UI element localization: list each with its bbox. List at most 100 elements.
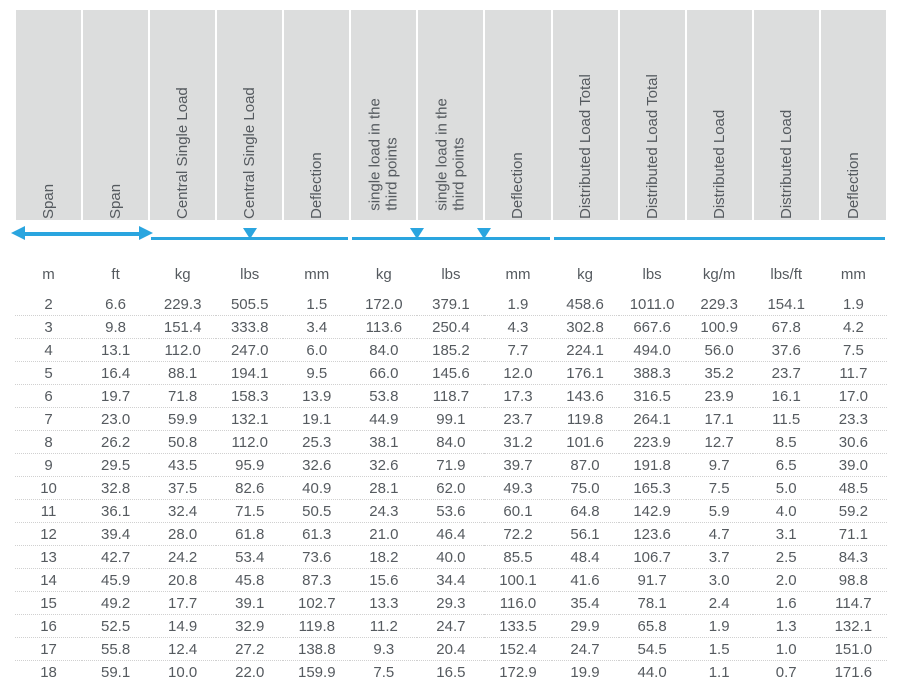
cell-third_defl: 116.0 [484, 592, 551, 615]
cell-third_defl: 4.3 [484, 316, 551, 339]
cell-third_defl: 152.4 [484, 638, 551, 661]
cell-span_ft: 45.9 [82, 569, 149, 592]
cell-csl_lbs: 27.2 [216, 638, 283, 661]
table-row: 1549.217.739.1102.713.329.3116.035.478.1… [15, 592, 887, 615]
cell-third_defl: 1.9 [484, 293, 551, 316]
cell-dl_kgm: 100.9 [686, 316, 753, 339]
table-row: 516.488.1194.19.566.0145.612.0176.1388.3… [15, 362, 887, 385]
cell-third_defl: 85.5 [484, 546, 551, 569]
cell-third_defl: 23.7 [484, 408, 551, 431]
cell-span_m: 18 [15, 661, 82, 684]
cell-third_kg: 28.1 [350, 477, 417, 500]
cell-dlt_lbs: 106.7 [619, 546, 686, 569]
cell-span_m: 8 [15, 431, 82, 454]
cell-third_defl: 39.7 [484, 454, 551, 477]
load-marker-row [15, 221, 887, 250]
table-row: 413.1112.0247.06.084.0185.27.7224.1494.0… [15, 339, 887, 362]
cell-third_lbs: 40.0 [417, 546, 484, 569]
load-marker-group-3 [552, 221, 888, 250]
column-header-label: Distributed Load Total [644, 204, 661, 219]
column-header-label: Span [40, 204, 57, 219]
unit-span_m: m [15, 250, 82, 293]
cell-span_ft: 26.2 [82, 431, 149, 454]
cell-span_m: 11 [15, 500, 82, 523]
cell-span_ft: 39.4 [82, 523, 149, 546]
column-header-label: single load in thethird points [367, 195, 402, 210]
load-marker-group-2 [350, 221, 551, 250]
cell-csl_kg: 59.9 [149, 408, 216, 431]
cell-csl_defl: 50.5 [283, 500, 350, 523]
cell-dl_kgm: 5.9 [686, 500, 753, 523]
cell-dl_lbsft: 1.6 [753, 592, 820, 615]
cell-third_kg: 11.2 [350, 615, 417, 638]
cell-csl_lbs: 194.1 [216, 362, 283, 385]
units-row: mftkglbsmmkglbsmmkglbskg/mlbs/ftmm [15, 250, 887, 293]
unit-dl_kgm: kg/m [686, 250, 753, 293]
unit-csl_kg: kg [149, 250, 216, 293]
cell-third_kg: 13.3 [350, 592, 417, 615]
cell-span_m: 9 [15, 454, 82, 477]
table-row: 39.8151.4333.83.4113.6250.44.3302.8667.6… [15, 316, 887, 339]
cell-csl_defl: 1.5 [283, 293, 350, 316]
cell-csl_lbs: 61.8 [216, 523, 283, 546]
column-header-label: single load in thethird points [434, 195, 469, 210]
cell-dl_lbsft: 0.7 [753, 661, 820, 684]
cell-third_kg: 84.0 [350, 339, 417, 362]
cell-span_m: 15 [15, 592, 82, 615]
table-row: 1445.920.845.887.315.634.4100.141.691.73… [15, 569, 887, 592]
cell-dlt_lbs: 191.8 [619, 454, 686, 477]
cell-third_defl: 31.2 [484, 431, 551, 454]
column-header-dl_kgm: Distributed Load [686, 9, 753, 221]
cell-dl_defl: 11.7 [820, 362, 887, 385]
table-row: 26.6229.3505.51.5172.0379.11.9458.61011.… [15, 293, 887, 316]
column-header-third_kg: single load in thethird points [350, 9, 417, 221]
cell-dlt_lbs: 91.7 [619, 569, 686, 592]
cell-span_ft: 52.5 [82, 615, 149, 638]
cell-csl_lbs: 32.9 [216, 615, 283, 638]
cell-dl_kgm: 1.1 [686, 661, 753, 684]
load-table: SpanSpanCentral Single LoadCentral Singl… [0, 0, 902, 695]
cell-dl_kgm: 9.7 [686, 454, 753, 477]
cell-dl_lbsft: 1.3 [753, 615, 820, 638]
column-header-label: Distributed Load [778, 204, 795, 219]
cell-csl_lbs: 95.9 [216, 454, 283, 477]
cell-dlt_kg: 176.1 [552, 362, 619, 385]
unit-third_kg: kg [350, 250, 417, 293]
column-header-dl_defl: Deflection [820, 9, 887, 221]
cell-dl_kgm: 7.5 [686, 477, 753, 500]
cell-span_ft: 59.1 [82, 661, 149, 684]
cell-dl_defl: 1.9 [820, 293, 887, 316]
cell-csl_defl: 159.9 [283, 661, 350, 684]
cell-third_kg: 24.3 [350, 500, 417, 523]
cell-dl_lbsft: 23.7 [753, 362, 820, 385]
cell-third_lbs: 53.6 [417, 500, 484, 523]
cell-dl_kgm: 3.7 [686, 546, 753, 569]
cell-dl_lbsft: 5.0 [753, 477, 820, 500]
cell-third_defl: 100.1 [484, 569, 551, 592]
cell-third_lbs: 118.7 [417, 385, 484, 408]
cell-csl_defl: 102.7 [283, 592, 350, 615]
column-header-label: Deflection [845, 204, 862, 219]
load-table-grid: SpanSpanCentral Single LoadCentral Singl… [14, 8, 888, 683]
cell-third_defl: 172.9 [484, 661, 551, 684]
cell-span_ft: 55.8 [82, 638, 149, 661]
cell-span_m: 16 [15, 615, 82, 638]
cell-csl_lbs: 132.1 [216, 408, 283, 431]
cell-csl_kg: 43.5 [149, 454, 216, 477]
cell-csl_kg: 50.8 [149, 431, 216, 454]
cell-dl_kgm: 3.0 [686, 569, 753, 592]
cell-span_ft: 29.5 [82, 454, 149, 477]
cell-dlt_kg: 41.6 [552, 569, 619, 592]
unit-span_ft: ft [82, 250, 149, 293]
cell-csl_kg: 20.8 [149, 569, 216, 592]
cell-dlt_lbs: 65.8 [619, 615, 686, 638]
cell-dlt_lbs: 494.0 [619, 339, 686, 362]
cell-csl_lbs: 333.8 [216, 316, 283, 339]
cell-third_defl: 49.3 [484, 477, 551, 500]
cell-span_ft: 49.2 [82, 592, 149, 615]
cell-dlt_kg: 29.9 [552, 615, 619, 638]
cell-third_kg: 21.0 [350, 523, 417, 546]
cell-dlt_kg: 56.1 [552, 523, 619, 546]
column-header-label: Central Single Load [241, 204, 258, 219]
cell-csl_kg: 37.5 [149, 477, 216, 500]
